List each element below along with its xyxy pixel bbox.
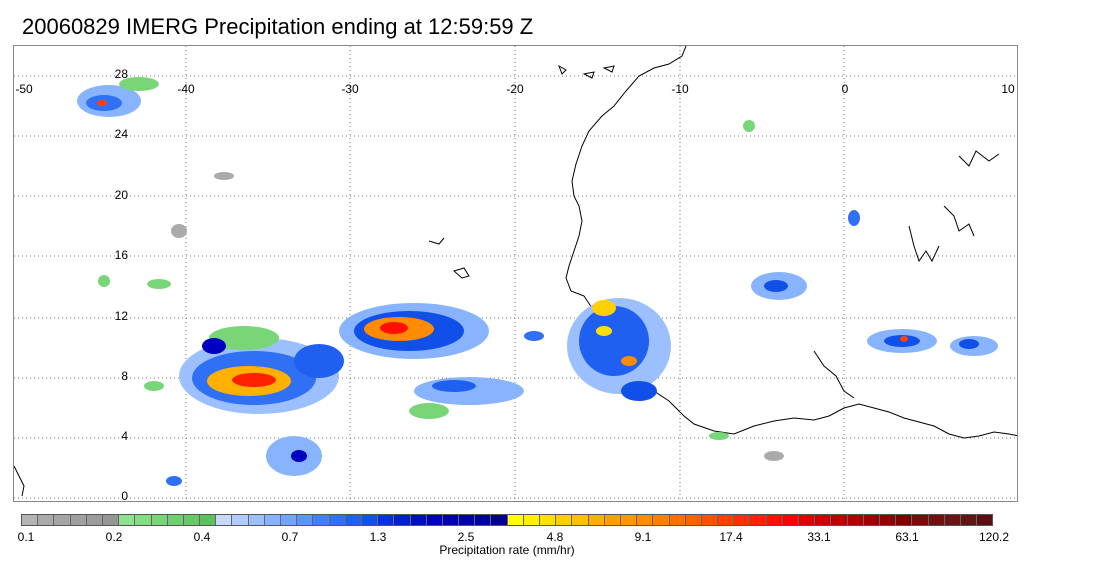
colorbar-swatch [960,515,978,525]
lat-label: 20 [114,188,128,202]
colorbar-swatch [313,515,330,525]
colorbar-swatch [426,515,443,525]
colorbar-swatch [232,515,249,525]
lat-label: 16 [114,248,128,262]
colorbar-tick: 1.3 [369,530,387,544]
lon-label: -20 [506,82,524,96]
colorbar-tick: 2.5 [457,530,475,544]
colorbar-swatch [847,515,864,525]
colorbar-swatch [604,515,621,525]
colorbar-swatch [167,515,184,525]
colorbar-tick: 9.1 [634,530,652,544]
colorbar-swatch [22,515,39,525]
map-canvas [14,46,1017,501]
colorbar-swatch [119,515,136,525]
colorbar-swatch [507,515,524,525]
colorbar-swatch [734,515,751,525]
colorbar-swatch [977,515,993,525]
colorbar-title: Precipitation rate (mm/hr) [439,543,575,557]
colorbar-swatch [556,515,573,525]
colorbar-swatch [86,515,103,525]
colorbar-tick: 63.1 [895,530,919,544]
colorbar-swatch [475,515,492,525]
colorbar-tick: 120.2 [978,530,1010,544]
lon-label: 10 [1001,82,1015,96]
lat-label: 0 [121,489,128,503]
colorbar-swatch [38,515,55,525]
colorbar-swatch [669,515,686,525]
lon-label: 0 [841,82,849,96]
gridlines [14,46,1017,501]
colorbar-swatch [815,515,832,525]
colorbar [21,514,993,526]
colorbar-swatch [928,515,945,525]
colorbar-swatch [572,515,589,525]
colorbar-swatch [54,515,71,525]
colorbar-swatch [944,515,961,525]
colorbar-tick: 4.8 [546,530,564,544]
colorbar-swatch [410,515,427,525]
lat-label: 4 [121,429,128,443]
colorbar-swatch [637,515,654,525]
colorbar-swatch [248,515,265,525]
colorbar-tick: 33.1 [807,530,831,544]
colorbar-swatch [685,515,702,525]
colorbar-swatch [588,515,605,525]
colorbar-swatch [653,515,670,525]
colorbar-swatch [345,515,362,525]
colorbar-swatch [831,515,848,525]
colorbar-swatch [540,515,557,525]
colorbar-tick: 0.1 [17,530,35,544]
colorbar-tick: 0.2 [105,530,123,544]
colorbar-tick: 17.4 [719,530,743,544]
lat-label: 24 [114,127,128,141]
lon-label: -40 [177,82,195,96]
colorbar-swatch [70,515,87,525]
colorbar-swatch [216,515,233,525]
colorbar-swatch [329,515,346,525]
lat-label: 12 [114,309,128,323]
colorbar-swatch [135,515,152,525]
coastline [14,46,1017,497]
lon-label: -10 [671,82,689,96]
colorbar-swatch [361,515,379,525]
lon-label: -30 [341,82,359,96]
colorbar-swatch [718,515,735,525]
colorbar-swatch [459,515,476,525]
colorbar-swatch [912,515,929,525]
colorbar-swatch [782,515,799,525]
colorbar-swatch [442,515,460,525]
colorbar-swatch [896,515,913,525]
colorbar-swatch [523,515,540,525]
colorbar-swatch [491,515,508,525]
colorbar-swatch [297,515,314,525]
lat-label: 8 [121,369,128,383]
colorbar-swatch [264,515,281,525]
colorbar-swatch [102,515,120,525]
colorbar-tick: 0.7 [281,530,299,544]
colorbar-swatch [766,515,783,525]
colorbar-swatch [183,515,201,525]
colorbar-swatch [151,515,168,525]
colorbar-swatch [799,515,816,525]
colorbar-swatch [378,515,395,525]
colorbar-swatch [863,515,880,525]
map-title: 20060829 IMERG Precipitation ending at 1… [22,14,534,39]
colorbar-swatch [750,515,767,525]
lat-label: 28 [114,67,128,81]
precipitation-field [77,77,998,486]
colorbar-swatch [281,515,298,525]
precipitation-map [13,45,1018,502]
lon-label: -50 [15,82,33,96]
colorbar-swatch [200,515,217,525]
colorbar-swatch [701,515,719,525]
colorbar-swatch [620,515,638,525]
colorbar-tick: 0.4 [193,530,211,544]
colorbar-swatch [879,515,897,525]
colorbar-swatch [394,515,411,525]
